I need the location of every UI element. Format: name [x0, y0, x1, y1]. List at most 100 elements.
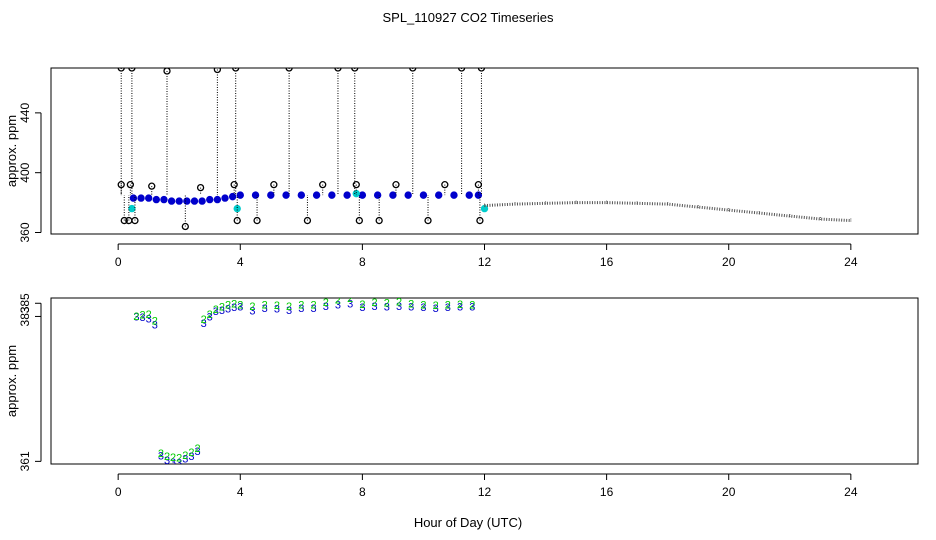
x-tick-label: 8: [359, 485, 366, 499]
x-tick-label: 24: [844, 485, 858, 499]
series-cyan: [128, 189, 489, 213]
bottom-marks: 3 3 3 33 3 3 3 3 3 333 3 3 3 3 3 3 3 3 3 3 3 3 3 3 3 3 3 3 3 3 3 3 3 32 2 2…: [133, 294, 475, 470]
data-point: 3: [286, 305, 292, 317]
data-point: 3: [445, 302, 451, 314]
data-point: 3: [194, 446, 200, 458]
x-tick-label: 12: [478, 255, 492, 269]
data-point: 3: [213, 306, 219, 318]
data-point: [163, 68, 171, 75]
data-point: 2: [146, 309, 152, 321]
data-point: [358, 191, 367, 199]
data-point: [409, 68, 417, 72]
data-point: 2: [188, 447, 194, 459]
data-point: 3: [323, 301, 329, 313]
data-point: [137, 194, 145, 202]
data-point: [233, 204, 241, 213]
data-point: [206, 195, 214, 204]
x-tick-label: 24: [844, 255, 858, 269]
x-tick-label: 4: [237, 485, 244, 499]
data-point: 3: [335, 300, 341, 312]
x-tick-label: 4: [237, 255, 244, 269]
data-point: 3: [225, 304, 231, 316]
data-point: [392, 180, 400, 189]
data-point: 3: [384, 302, 390, 314]
data-point: [355, 216, 363, 225]
data-point: 2: [170, 452, 176, 464]
data-point: [476, 216, 484, 225]
data-point: [152, 195, 161, 204]
top-panel: 0 4 8 12 16 20 24 360 400 440 approx. ppm: [4, 67, 919, 269]
bottom-x-axis: 0 4 8 12 16 20 24: [115, 473, 858, 499]
data-point: 2: [372, 297, 378, 309]
data-point: 3: [420, 302, 426, 314]
series-blue-average: [129, 191, 483, 205]
data-point: 2: [219, 302, 225, 314]
data-point: 2: [140, 309, 146, 321]
data-point: 3: [469, 302, 475, 314]
data-point: 3: [176, 458, 182, 470]
data-point: [213, 68, 222, 74]
data-point: 2: [231, 298, 237, 310]
y-tick-label: 385: [18, 293, 32, 313]
data-point: 3: [164, 455, 170, 467]
data-point: [343, 191, 351, 199]
data-point: 3: [237, 302, 243, 314]
data-point: [441, 180, 449, 189]
data-point: 3: [396, 301, 402, 313]
data-point: 2: [469, 300, 475, 312]
data-point: 3: [274, 304, 280, 316]
data-point: 3: [372, 301, 378, 313]
y-tick-label: 360: [18, 222, 32, 242]
data-point: [270, 180, 278, 189]
data-point: [474, 180, 483, 189]
data-point: [144, 194, 153, 202]
data-point: 2: [323, 297, 329, 309]
data-point: [233, 216, 241, 225]
x-tick-label: 0: [115, 255, 122, 269]
data-point: 3: [188, 451, 194, 463]
top-y-axis: 360 400 440: [18, 103, 42, 243]
data-point: 3: [231, 302, 237, 314]
data-point: [389, 191, 397, 199]
data-point: 3: [298, 303, 304, 315]
data-point: [228, 192, 237, 201]
data-point: [404, 191, 412, 199]
data-point: [251, 191, 260, 199]
data-point: 2: [433, 300, 439, 312]
x-tick-label: 20: [722, 485, 736, 499]
data-point: 2: [201, 314, 207, 326]
y-tick-label: 361: [18, 451, 32, 471]
data-point: 3: [457, 302, 463, 314]
x-tick-label: 12: [478, 485, 492, 499]
data-point: [465, 191, 473, 199]
data-point: [236, 191, 244, 199]
data-point: [230, 180, 238, 189]
data-point: 3: [201, 318, 207, 330]
data-point: [128, 68, 136, 72]
data-point: [450, 191, 458, 199]
data-point: 2: [420, 300, 426, 312]
data-point: 3: [262, 303, 268, 315]
data-point: [435, 191, 443, 199]
data-point: 2: [457, 299, 463, 311]
y-tick-label: 440: [18, 103, 32, 123]
data-point: [419, 191, 428, 199]
data-point: 2: [182, 450, 188, 462]
data-point: [319, 180, 327, 189]
data-point: 2: [335, 294, 341, 306]
data-point: [120, 216, 128, 225]
data-point: 2: [249, 301, 255, 313]
data-point: [148, 182, 156, 190]
data-point: [190, 197, 199, 205]
data-point: [183, 197, 191, 205]
chart-title: SPL_110927 CO2 Timeseries: [382, 10, 554, 25]
data-point: [128, 204, 136, 213]
data-point: 2: [408, 298, 414, 310]
bottom-panel: 3 3 3 33 3 3 3 3 3 333 3 3 3 3 3 3 3 3 3 3 3 3 3 3 3 3 3 3 3 3 3 3 3 32 2 2…: [4, 293, 919, 499]
data-point: 2: [158, 448, 164, 460]
data-point: [213, 195, 222, 204]
x-axis-label: Hour of Day (UTC): [414, 515, 522, 530]
data-point: [167, 197, 176, 205]
